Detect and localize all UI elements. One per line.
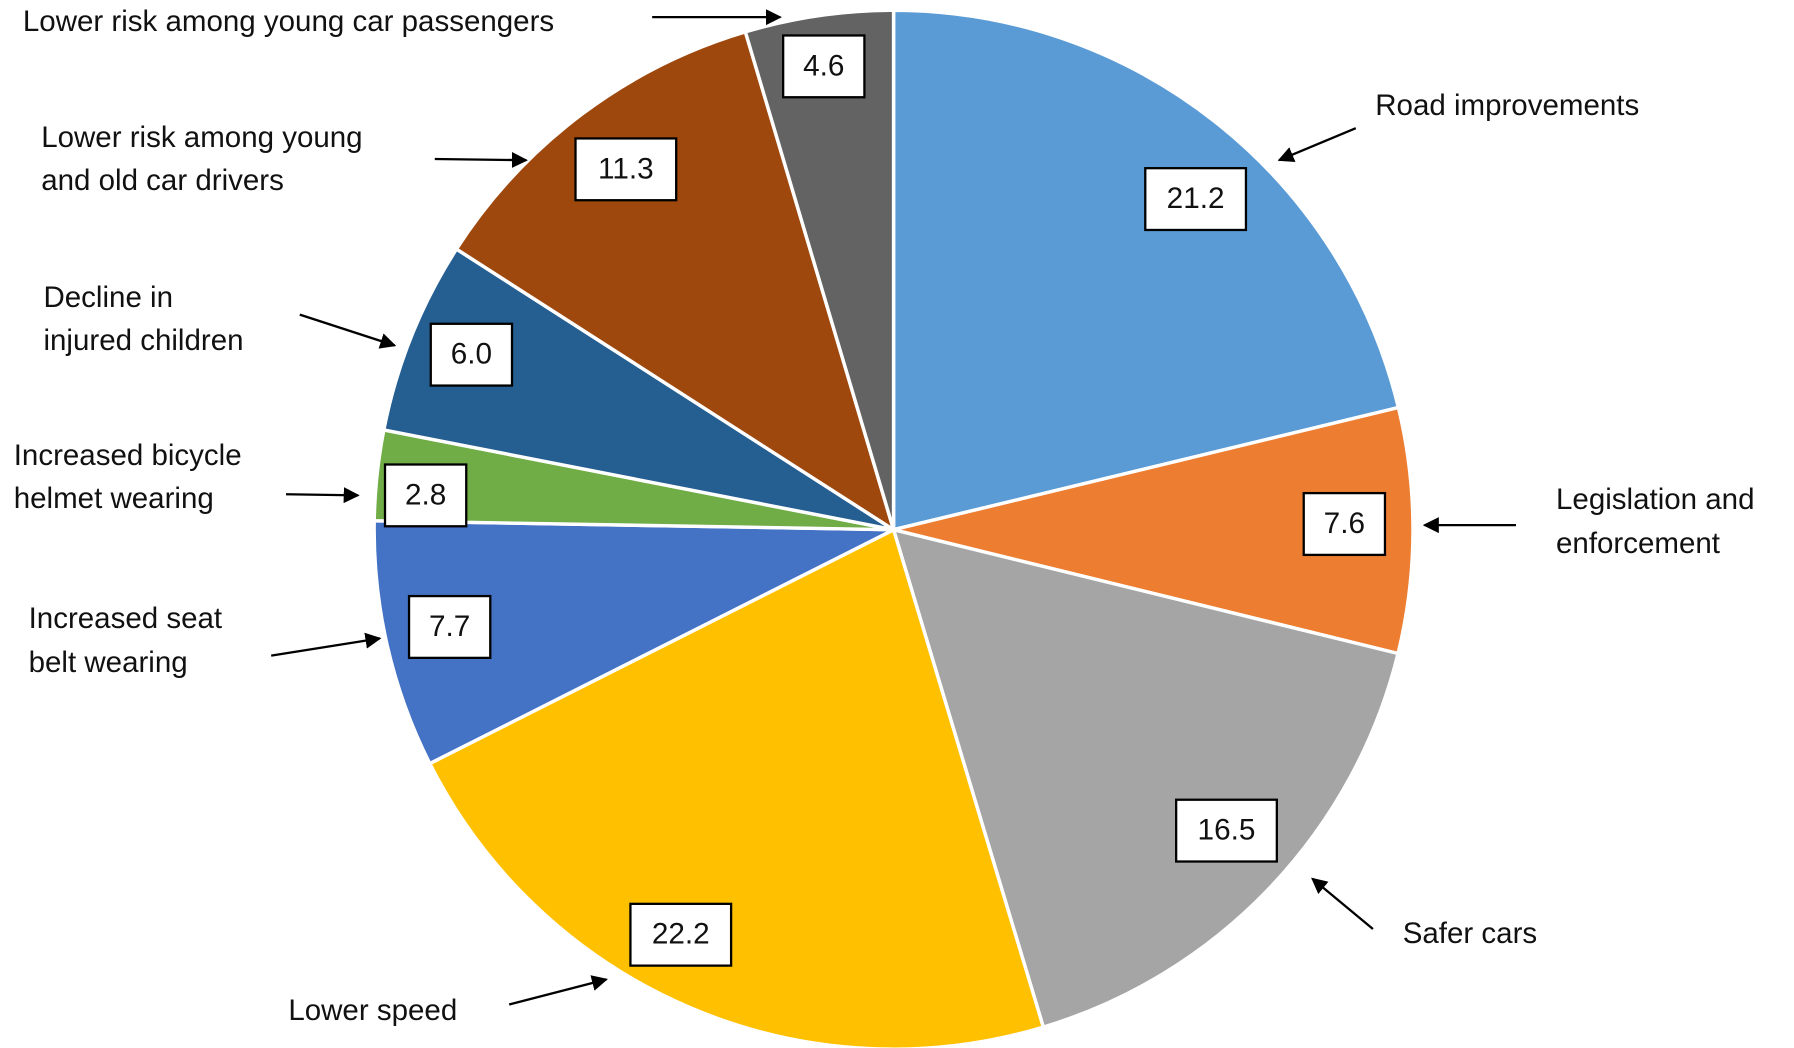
leader-arrow	[1311, 877, 1374, 930]
pie-slice	[893, 405, 1415, 656]
leader-arrow	[434, 151, 528, 169]
value-label: 11.3	[598, 152, 654, 185]
value-label: 21.2	[1167, 182, 1225, 215]
value-label: 6.0	[451, 338, 492, 371]
category-label: Lower risk among young and old car drive…	[41, 120, 363, 198]
value-label-box	[574, 137, 678, 202]
value-label-box	[1175, 798, 1278, 863]
category-label: Safer cars	[1402, 916, 1538, 950]
pie-slice	[454, 29, 897, 534]
value-label-box	[1302, 491, 1387, 557]
value-label: 22.2	[652, 918, 710, 951]
leader-arrow	[270, 632, 382, 657]
pie-slice	[891, 8, 1401, 532]
value-label: 16.5	[1198, 814, 1256, 847]
value-label-box	[782, 34, 866, 99]
value-label-box	[407, 594, 492, 660]
category-label: Increased seat belt wearing	[28, 602, 223, 679]
value-label-box	[629, 902, 733, 967]
leader-arrow	[508, 975, 608, 1006]
pie-slice	[743, 8, 896, 531]
category-label: Legislation and enforcement	[1556, 483, 1755, 560]
value-label-box	[429, 322, 514, 387]
category-label: Lower speed	[288, 993, 458, 1027]
pie-slice	[372, 518, 895, 766]
value-label: 2.8	[405, 478, 446, 511]
leader-arrow	[286, 487, 360, 504]
pie-slice	[891, 527, 1401, 1030]
pie-slice	[381, 246, 895, 532]
value-label-box	[383, 463, 468, 528]
category-label: Lower risk among young car passengers	[22, 5, 555, 38]
leader-arrow	[299, 313, 397, 349]
value-label-box	[1144, 167, 1248, 232]
value-label: 7.7	[429, 610, 470, 643]
value-label: 4.6	[803, 49, 844, 82]
category-label: Road improvements	[1375, 88, 1640, 122]
leader-arrow	[1277, 127, 1357, 163]
category-label: Increased bicycle helmet wearing	[13, 438, 242, 516]
value-label: 7.6	[1324, 507, 1365, 540]
category-label: Decline in injured children	[43, 280, 244, 358]
pie-slice	[427, 527, 1046, 1048]
